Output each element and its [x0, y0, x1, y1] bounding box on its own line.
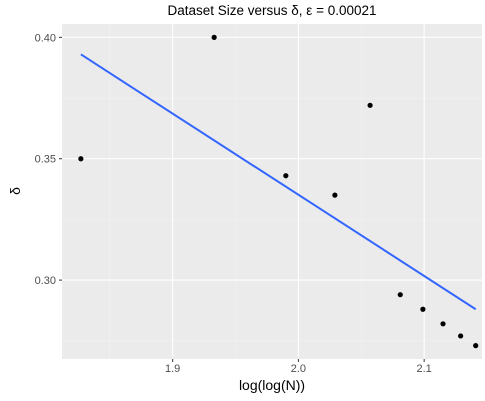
data-point	[78, 156, 84, 162]
y-axis-title: δ	[7, 187, 23, 195]
x-tick-label: 1.9	[165, 363, 180, 375]
data-point	[367, 102, 373, 108]
trend-line-group	[80, 53, 477, 311]
chart-title: Dataset Size versus δ, ε = 0.00021	[167, 3, 376, 18]
data-point	[397, 292, 403, 298]
x-tick-label: 2.1	[417, 363, 432, 375]
data-point	[211, 34, 217, 40]
y-tick-label: 0.40	[35, 32, 56, 44]
y-tick-label: 0.30	[35, 275, 56, 287]
data-point	[473, 343, 479, 349]
grid-lines	[62, 24, 482, 359]
data-point	[283, 173, 289, 179]
plot-panel	[62, 24, 482, 359]
trend-line	[80, 53, 477, 311]
data-point	[420, 306, 426, 312]
data-points	[78, 34, 479, 349]
data-point	[458, 333, 464, 339]
x-axis-title: log(log(N))	[239, 377, 305, 393]
data-point	[332, 192, 338, 198]
x-tick-label: 2.0	[291, 363, 306, 375]
axis-ticks: 1.9 2.0 2.1 0.30 0.35 0.40	[35, 32, 432, 375]
data-point	[440, 321, 446, 327]
y-tick-label: 0.35	[35, 154, 56, 166]
